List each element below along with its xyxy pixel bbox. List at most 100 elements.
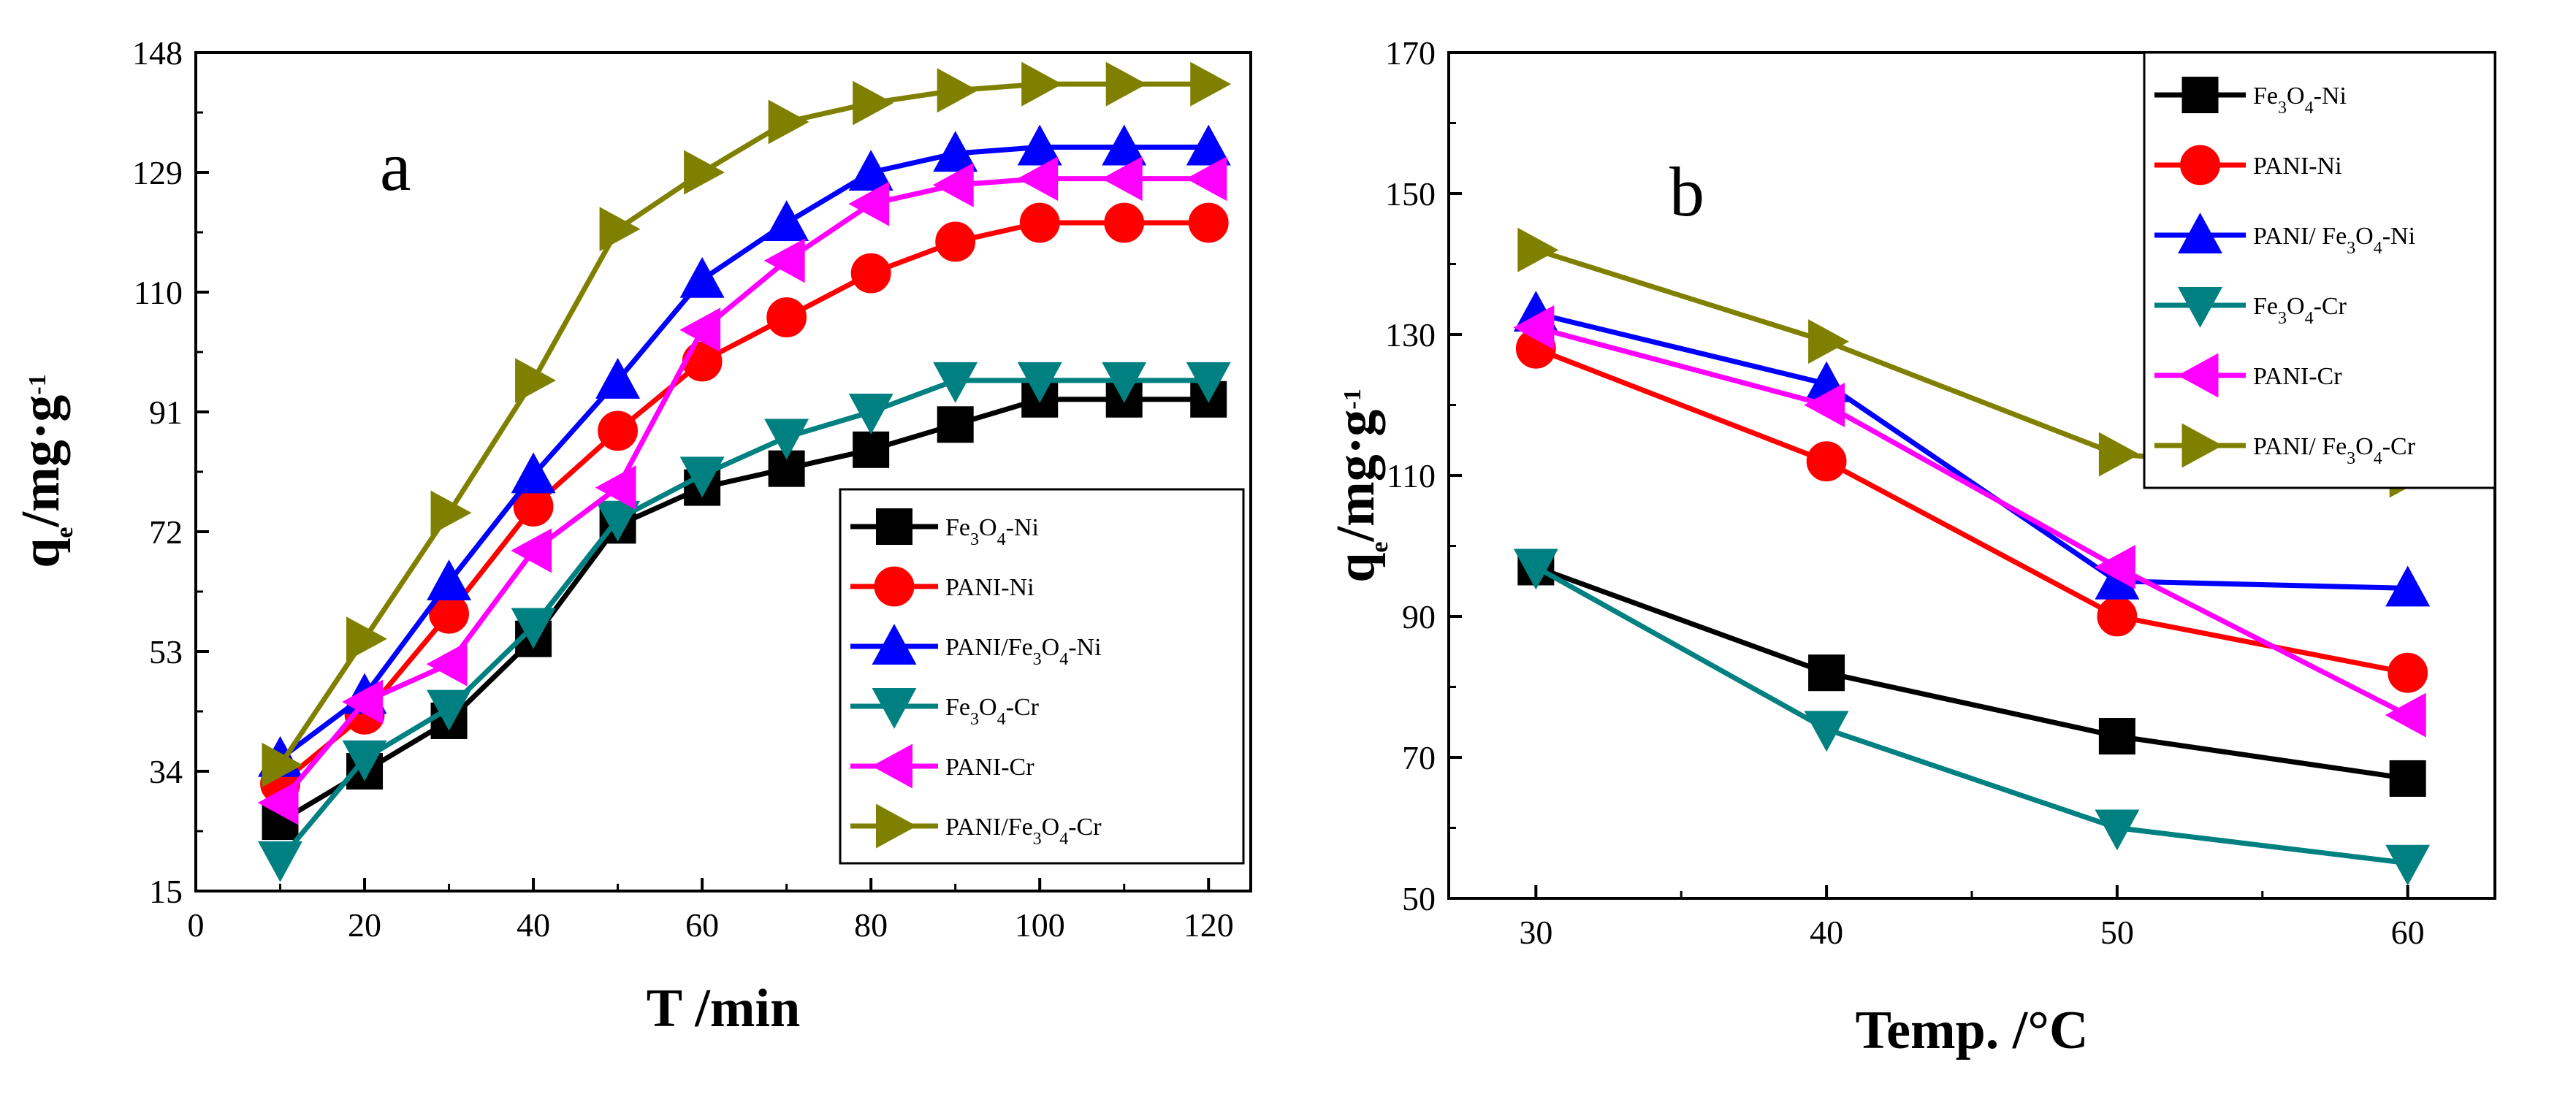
panel-b: 30 40 50 60 50 70 90 110 130 150 170 Temp. /°C qe/mg… <box>1326 34 2496 1060</box>
data-point <box>2098 432 2140 477</box>
data-point <box>342 740 387 781</box>
data-point <box>1017 362 1062 403</box>
data-point <box>1186 124 1231 166</box>
data-point <box>1190 61 1232 107</box>
legend-label: PANI-Cr <box>945 754 1034 781</box>
legend-entry: Fe3O4-Ni <box>2154 77 2347 118</box>
y-tick-label: 15 <box>149 873 183 910</box>
x-tick-label: 60 <box>2391 914 2425 951</box>
series-line <box>1535 346 2409 676</box>
legend-entry: PANI-Ni <box>850 566 1034 607</box>
legend-entry: Fe3O4-Ni <box>850 508 1039 549</box>
series-line <box>1535 310 2408 591</box>
data-point <box>598 410 638 451</box>
data-point <box>257 780 299 825</box>
data-point <box>684 150 725 195</box>
data-point <box>2095 809 2140 851</box>
legend-box <box>2143 51 2496 489</box>
y-tick-label: 34 <box>149 753 183 790</box>
data-point <box>2095 544 2135 589</box>
data-point <box>935 221 976 262</box>
legend-label: Fe3O4-Cr <box>2253 293 2347 328</box>
data-point <box>933 362 978 403</box>
data-point <box>427 689 472 731</box>
data-point <box>426 641 468 687</box>
x-tick-label: 30 <box>1519 914 1552 951</box>
legend-box <box>839 488 1245 865</box>
data-point <box>766 297 807 337</box>
data-point <box>850 253 891 294</box>
y-tick-label: 91 <box>149 394 183 431</box>
panel-letter: b <box>1669 153 1704 231</box>
legend-label: PANI/Fe3O4-Ni <box>945 634 1102 669</box>
y-tick-label: 90 <box>1402 598 1436 635</box>
legend-marker <box>874 566 915 607</box>
data-point <box>764 200 809 242</box>
x-tick-label: 60 <box>685 906 719 944</box>
data-point <box>511 528 552 573</box>
series-line <box>1535 324 2409 718</box>
data-point <box>1102 362 1147 403</box>
x-tick-label: 20 <box>348 906 381 944</box>
data-point <box>853 80 894 126</box>
data-point <box>2385 692 2426 738</box>
x-tick-label: 50 <box>2100 914 2134 951</box>
data-point <box>679 456 725 498</box>
panel-a: 0 20 40 60 80 100 120 15 34 53 72 91 110 129 148 T /min… <box>11 34 1252 1039</box>
data-point <box>853 431 890 468</box>
data-point <box>262 742 303 787</box>
legend-entry: Fe3O4-Cr <box>850 688 1040 729</box>
data-point <box>933 131 978 172</box>
y-tick-label: 70 <box>1402 739 1436 776</box>
x-tick-label: 80 <box>854 906 888 944</box>
data-point <box>595 465 636 511</box>
y-tick-label: 148 <box>132 34 183 72</box>
data-point <box>2098 718 2135 755</box>
data-point <box>1105 61 1147 107</box>
y-tick-label: 53 <box>149 633 183 670</box>
data-point <box>1804 711 1849 752</box>
data-point <box>430 490 472 535</box>
data-point <box>1804 383 1845 427</box>
y-tick-label: 170 <box>1385 34 1436 72</box>
data-point <box>515 358 556 403</box>
x-axis-title: Temp. /°C <box>1856 1001 2089 1060</box>
legend-marker <box>876 508 912 545</box>
data-point <box>1019 202 1060 243</box>
legend: Fe3O4-Ni PANI-Ni PANI/ Fe3O4-Ni Fe3O4-Cr PAN… <box>2143 51 2496 489</box>
data-point <box>595 500 641 542</box>
data-point <box>763 238 805 283</box>
series-fe3o4-cr <box>258 362 1231 882</box>
data-point <box>937 68 978 113</box>
data-point <box>764 418 809 460</box>
series-pani-cr <box>257 156 1227 825</box>
data-point <box>511 452 556 494</box>
data-point <box>848 181 890 226</box>
y-tick-label: 50 <box>1402 880 1436 917</box>
series-line <box>278 378 1209 862</box>
series-line <box>1535 565 2409 781</box>
legend-marker <box>2181 77 2219 113</box>
data-point <box>511 608 556 649</box>
y-tick-label: 130 <box>1385 316 1436 353</box>
legend-marker <box>876 803 917 849</box>
legend-label: PANI-Ni <box>945 574 1034 601</box>
legend-marker <box>2180 145 2220 186</box>
data-point <box>342 679 384 725</box>
data-point <box>258 841 303 882</box>
legend-label: Fe3O4-Ni <box>2253 83 2347 118</box>
panel-letter: a <box>380 127 411 205</box>
series-line <box>278 144 1209 761</box>
x-tick-label: 120 <box>1184 906 1234 944</box>
data-point <box>1188 202 1229 243</box>
data-point <box>1186 362 1231 403</box>
y-tick-label: 129 <box>132 154 183 191</box>
legend-marker <box>872 688 917 729</box>
data-point <box>1017 156 1059 202</box>
legend-entry: Fe3O4-Cr <box>2154 287 2347 328</box>
y-axis-title: qe/mg·g-1 <box>11 374 78 567</box>
data-point <box>595 357 641 399</box>
data-point <box>1021 61 1063 107</box>
legend-marker <box>2178 287 2222 328</box>
